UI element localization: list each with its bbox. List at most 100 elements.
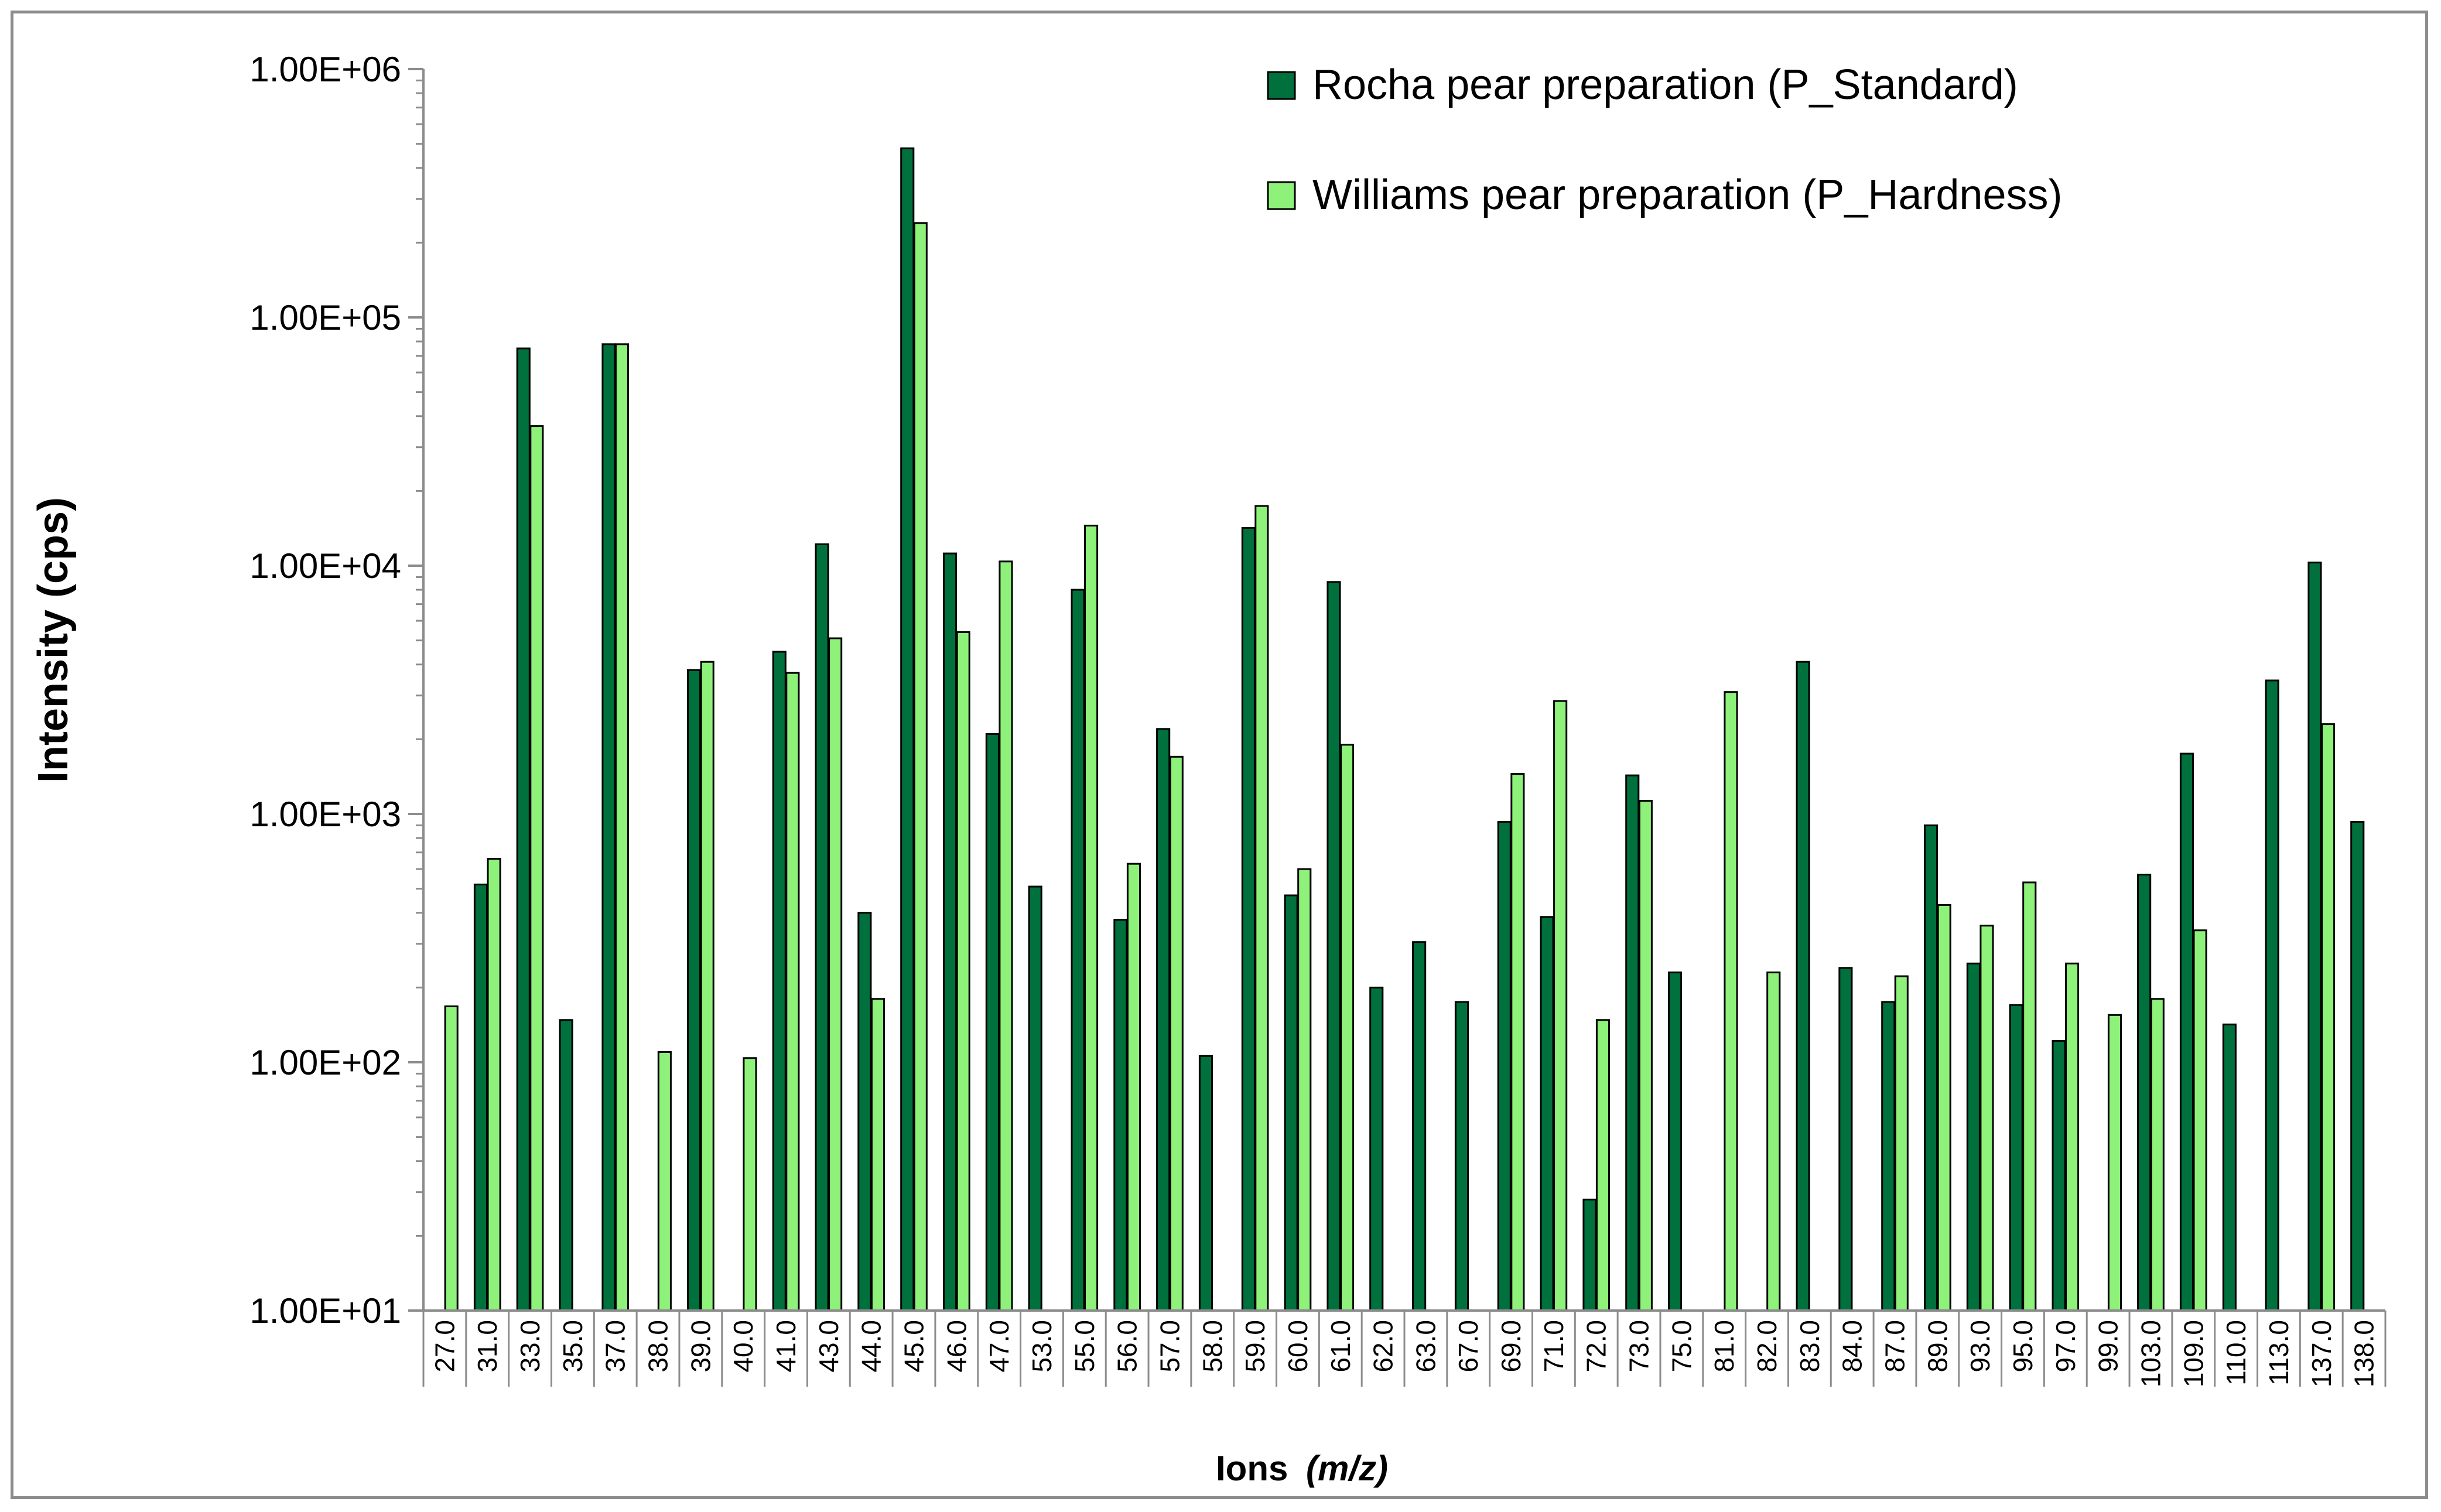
bar-rocha-83.0 — [1796, 661, 1810, 1312]
legend-swatch-rocha — [1267, 71, 1296, 100]
bar-williams-37.0 — [614, 343, 630, 1312]
bar-rocha-39.0 — [687, 669, 702, 1312]
x-tick-label: 39.0 — [685, 1320, 716, 1373]
x-tick-label: 37.0 — [600, 1320, 631, 1373]
bar-rocha-103.0 — [2137, 874, 2152, 1312]
chart-frame: 1.00E+01 1.00E+02 1.00E+03 1.00E+04 1.00E+05… — [11, 11, 2428, 1499]
x-tick-label: 109.0 — [2178, 1320, 2208, 1387]
bar-rocha-59.0 — [1241, 526, 1256, 1312]
x-tick-label: 67.0 — [1453, 1320, 1483, 1373]
bar-rocha-138.0 — [2350, 820, 2365, 1312]
x-tick-label: 81.0 — [1709, 1320, 1739, 1373]
bar-rocha-137.0 — [2307, 562, 2322, 1312]
x-tick-label: 89.0 — [1922, 1320, 1953, 1373]
x-tick-label: 137.0 — [2306, 1320, 2337, 1387]
bar-williams-82.0 — [1766, 971, 1781, 1312]
x-tick-label: 84.0 — [1837, 1320, 1868, 1373]
legend-label-rocha: Rocha pear preparation (P_Standard) — [1312, 61, 2018, 108]
bar-williams-73.0 — [1638, 800, 1653, 1312]
bar-rocha-93.0 — [1966, 962, 1981, 1312]
bar-rocha-84.0 — [1838, 967, 1853, 1312]
bar-rocha-97.0 — [2052, 1039, 2066, 1312]
bar-rocha-58.0 — [1198, 1055, 1213, 1312]
x-tick-label: 62.0 — [1368, 1320, 1399, 1373]
bar-williams-46.0 — [956, 631, 970, 1312]
y-tick-label: 1.00E+06 — [249, 50, 401, 89]
bar-rocha-35.0 — [559, 1019, 573, 1312]
legend-swatch-williams — [1267, 181, 1296, 210]
bar-rocha-63.0 — [1412, 941, 1427, 1312]
x-tick-label: 38.0 — [643, 1320, 674, 1373]
x-tick-label: 103.0 — [2136, 1320, 2166, 1387]
x-tick-label: 35.0 — [558, 1320, 588, 1373]
x-tick-label: 31.0 — [472, 1320, 502, 1373]
x-axis-title: Ions (m/z) — [1216, 1449, 1388, 1488]
bar-rocha-43.0 — [815, 543, 829, 1312]
x-tick-label: 87.0 — [1880, 1320, 1910, 1373]
bar-rocha-47.0 — [985, 733, 1000, 1312]
x-tick-labels: 27.0 31.0 33.0 35.0 37.0 38.0 39.0 40.0 41.0 43.0… — [429, 1320, 2379, 1387]
y-axis-title: Intensity (cps) — [30, 497, 77, 783]
x-axis-title-unit: (m/z) — [1306, 1449, 1388, 1488]
bar-rocha-62.0 — [1369, 986, 1384, 1312]
bar-rocha-71.0 — [1540, 916, 1554, 1312]
bar-rocha-55.0 — [1071, 589, 1085, 1312]
bar-rocha-41.0 — [772, 651, 787, 1312]
bar-williams-87.0 — [1894, 975, 1909, 1312]
x-tick-label: 82.0 — [1752, 1320, 1782, 1373]
y-axis — [408, 68, 425, 1312]
x-tick-label: 99.0 — [2093, 1320, 2124, 1373]
bar-williams-45.0 — [913, 222, 928, 1312]
bar-williams-44.0 — [870, 998, 886, 1312]
x-tick-label: 47.0 — [984, 1320, 1014, 1373]
x-tick-label: 113.0 — [2264, 1320, 2294, 1386]
x-tick-label: 40.0 — [728, 1320, 758, 1373]
bar-williams-55.0 — [1084, 525, 1099, 1312]
y-tick-label: 1.00E+05 — [249, 298, 401, 337]
bar-williams-31.0 — [487, 858, 501, 1312]
x-tick-label: 55.0 — [1069, 1320, 1100, 1373]
bar-rocha-87.0 — [1881, 1001, 1896, 1312]
bar-williams-47.0 — [999, 560, 1013, 1312]
bar-williams-57.0 — [1169, 755, 1184, 1312]
bar-williams-81.0 — [1724, 691, 1738, 1312]
bars — [444, 147, 2365, 1312]
bar-rocha-89.0 — [1924, 824, 1939, 1312]
bar-williams-95.0 — [2022, 881, 2037, 1312]
x-tick-label: 53.0 — [1027, 1320, 1057, 1373]
legend: Rocha pear preparation (P_Standard) Will… — [1267, 61, 2063, 218]
bar-rocha-37.0 — [601, 343, 616, 1312]
y-tick-label: 1.00E+01 — [249, 1291, 401, 1330]
bar-williams-69.0 — [1510, 773, 1525, 1312]
x-tick-label: 27.0 — [429, 1320, 460, 1373]
bar-rocha-69.0 — [1497, 820, 1512, 1312]
x-tick-label: 41.0 — [771, 1320, 801, 1373]
bar-williams-43.0 — [828, 637, 843, 1312]
y-tick-label: 1.00E+04 — [249, 546, 401, 586]
bar-williams-38.0 — [657, 1051, 672, 1312]
bar-rocha-56.0 — [1113, 919, 1128, 1312]
bar-williams-72.0 — [1595, 1019, 1610, 1312]
bar-williams-99.0 — [2107, 1014, 2122, 1312]
x-tick-label: 138.0 — [2349, 1320, 2380, 1387]
bar-rocha-110.0 — [2222, 1023, 2237, 1312]
x-tick-label: 110.0 — [2221, 1320, 2251, 1386]
x-axis — [422, 1309, 2387, 1387]
bar-rocha-67.0 — [1454, 1001, 1469, 1312]
x-tick-label: 75.0 — [1666, 1320, 1697, 1373]
bar-williams-97.0 — [2065, 962, 2080, 1312]
x-tick-label: 43.0 — [813, 1320, 844, 1373]
chart: 1.00E+01 1.00E+02 1.00E+03 1.00E+04 1.00E+05… — [30, 50, 2387, 1488]
bar-williams-109.0 — [2193, 929, 2207, 1312]
x-tick-label: 57.0 — [1155, 1320, 1185, 1373]
x-tick-label: 83.0 — [1794, 1320, 1825, 1373]
bar-williams-61.0 — [1340, 744, 1355, 1312]
x-tick-label: 33.0 — [515, 1320, 545, 1373]
bar-williams-27.0 — [444, 1005, 459, 1312]
x-tick-label: 69.0 — [1496, 1320, 1526, 1373]
bar-rocha-75.0 — [1668, 971, 1683, 1312]
x-tick-label: 97.0 — [2050, 1320, 2081, 1373]
x-axis-title-label: Ions — [1216, 1449, 1288, 1488]
bar-williams-89.0 — [1937, 904, 1951, 1312]
x-tick-label: 59.0 — [1240, 1320, 1270, 1373]
